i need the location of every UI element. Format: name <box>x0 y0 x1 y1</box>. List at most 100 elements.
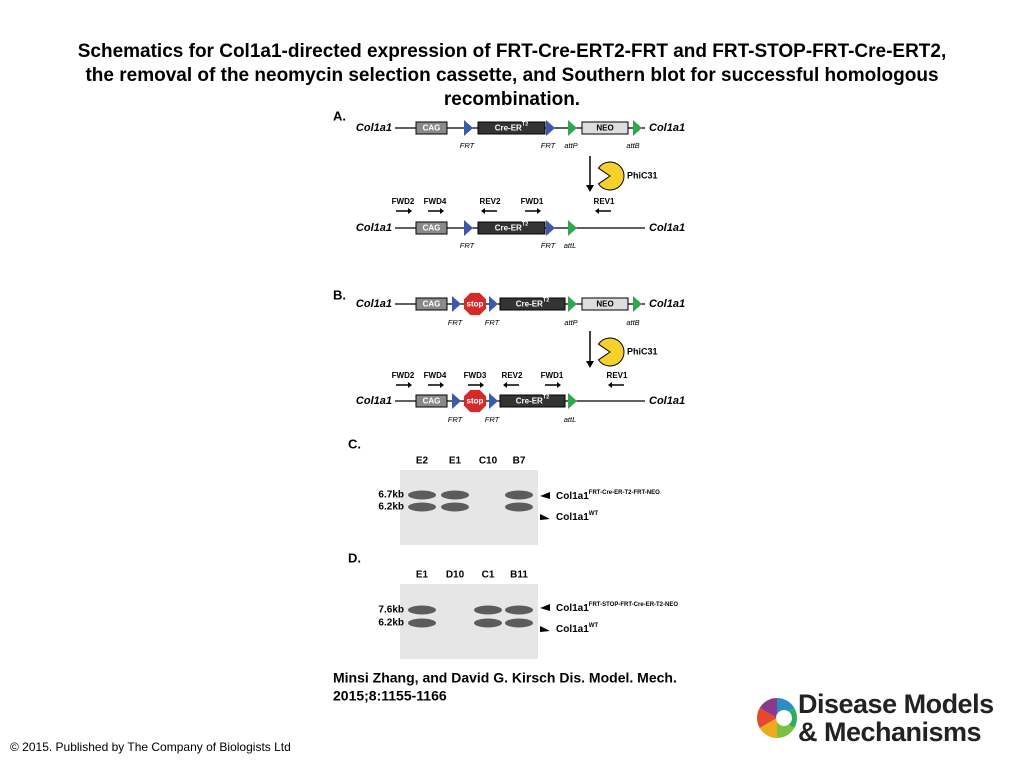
text: B. <box>333 287 346 302</box>
site-triangle <box>633 296 642 312</box>
label-with-superscript: Col1a1FRT-STOP-FRT-Cre-ER-T2-NEO <box>556 602 678 614</box>
text: C10 <box>479 456 498 467</box>
pacman <box>597 161 625 191</box>
label-main: Col1a1 <box>556 624 589 635</box>
text: Col1a1 <box>356 122 392 134</box>
text: FRT <box>448 318 464 327</box>
label-superscript: FRT-Cre-ER-T2-FRT-NEO <box>589 490 660 496</box>
text: CAG <box>423 397 441 406</box>
primer-arrow-head <box>557 382 561 388</box>
text: attP <box>564 141 577 150</box>
site-triangle <box>452 296 461 312</box>
blot-band <box>505 502 533 512</box>
site-triangle <box>452 393 461 409</box>
text: D. <box>348 550 361 565</box>
text: Col1a1 <box>649 122 685 134</box>
cassette-box <box>499 394 566 408</box>
text: A. <box>333 108 346 123</box>
stop-sign <box>463 389 487 413</box>
site-triangle <box>489 393 498 409</box>
text: FRT <box>541 241 557 250</box>
label-main: Col1a1 <box>556 512 589 523</box>
text: FWD4 <box>424 197 447 206</box>
site-triangle <box>633 120 642 136</box>
text: B7 <box>513 456 526 467</box>
band-arrow <box>540 626 550 632</box>
pacman <box>597 337 625 367</box>
text: Col1a1 <box>649 298 685 310</box>
text: FWD1 <box>541 371 564 380</box>
blot-band <box>474 618 502 628</box>
arrow-head <box>586 185 594 192</box>
band-arrow <box>540 514 550 520</box>
text: attL <box>564 241 577 250</box>
text: CAG <box>423 224 441 233</box>
text: PhiC31 <box>627 346 658 356</box>
text: D10 <box>446 570 465 581</box>
text: & Mechanisms <box>798 717 981 747</box>
text: CAG <box>423 300 441 309</box>
cassette-box <box>477 121 546 135</box>
text: REV1 <box>594 197 615 206</box>
text: recombination. <box>444 89 580 110</box>
text: stop <box>467 300 484 309</box>
band-arrow <box>540 492 550 499</box>
text: attL <box>564 415 577 424</box>
label-main: Cre-ER <box>495 224 522 233</box>
text: FRT <box>460 241 476 250</box>
logo-segment <box>759 718 777 738</box>
site-triangle <box>568 120 577 136</box>
label-with-superscript: Col1a1WT <box>556 623 598 635</box>
text: FRT <box>485 318 501 327</box>
text: attB <box>626 318 639 327</box>
text: FRT <box>448 415 464 424</box>
cassette-box <box>415 121 448 135</box>
text: E1 <box>449 456 462 467</box>
text: the removal of the neomycin selection ca… <box>85 65 938 86</box>
label-superscript: T2 <box>522 222 528 228</box>
primer-arrow-head <box>408 208 412 214</box>
text: © 2015. Published by The Company of Biol… <box>10 740 291 754</box>
cassette-box <box>415 297 448 311</box>
text: PhiC31 <box>627 170 658 180</box>
text: CAG <box>423 124 441 133</box>
label-main: Cre-ER <box>516 397 543 406</box>
text: 7.6kb <box>378 605 404 616</box>
blot-band <box>474 605 502 615</box>
text: REV1 <box>607 371 628 380</box>
text: FWD2 <box>392 371 415 380</box>
arrow-head <box>586 361 594 368</box>
primer-arrow-head <box>408 382 412 388</box>
logo-segment <box>757 708 777 728</box>
label-main: Col1a1 <box>556 491 589 502</box>
label-superscript: T2 <box>522 122 528 128</box>
label-main: Cre-ER <box>495 124 522 133</box>
text: 6.7kb <box>378 490 404 501</box>
text: Col1a1 <box>649 395 685 407</box>
label-with-superscript: Cre-ERT2 <box>495 222 529 233</box>
primer-arrow-head <box>440 208 444 214</box>
primer-arrow-head <box>503 382 507 388</box>
text: FWD3 <box>464 371 487 380</box>
cassette-box <box>477 221 546 235</box>
text: FRT <box>460 141 476 150</box>
text: NEO <box>596 124 613 133</box>
label-with-superscript: Cre-ERT2 <box>495 122 529 133</box>
text: REV2 <box>502 371 523 380</box>
label-main: Cre-ER <box>516 300 543 309</box>
site-triangle <box>568 220 577 236</box>
primer-arrow-head <box>481 208 485 214</box>
text: C1 <box>482 570 495 581</box>
text: C. <box>348 436 361 451</box>
site-triangle <box>464 220 473 236</box>
text: E2 <box>416 456 429 467</box>
primer-arrow-head <box>440 382 444 388</box>
site-triangle <box>489 296 498 312</box>
blot-band <box>408 490 436 500</box>
cassette-box <box>581 297 629 311</box>
cassette-box <box>415 394 448 408</box>
text: Disease Models <box>798 689 994 719</box>
logo-hole <box>776 710 792 726</box>
primer-arrow-head <box>537 208 541 214</box>
